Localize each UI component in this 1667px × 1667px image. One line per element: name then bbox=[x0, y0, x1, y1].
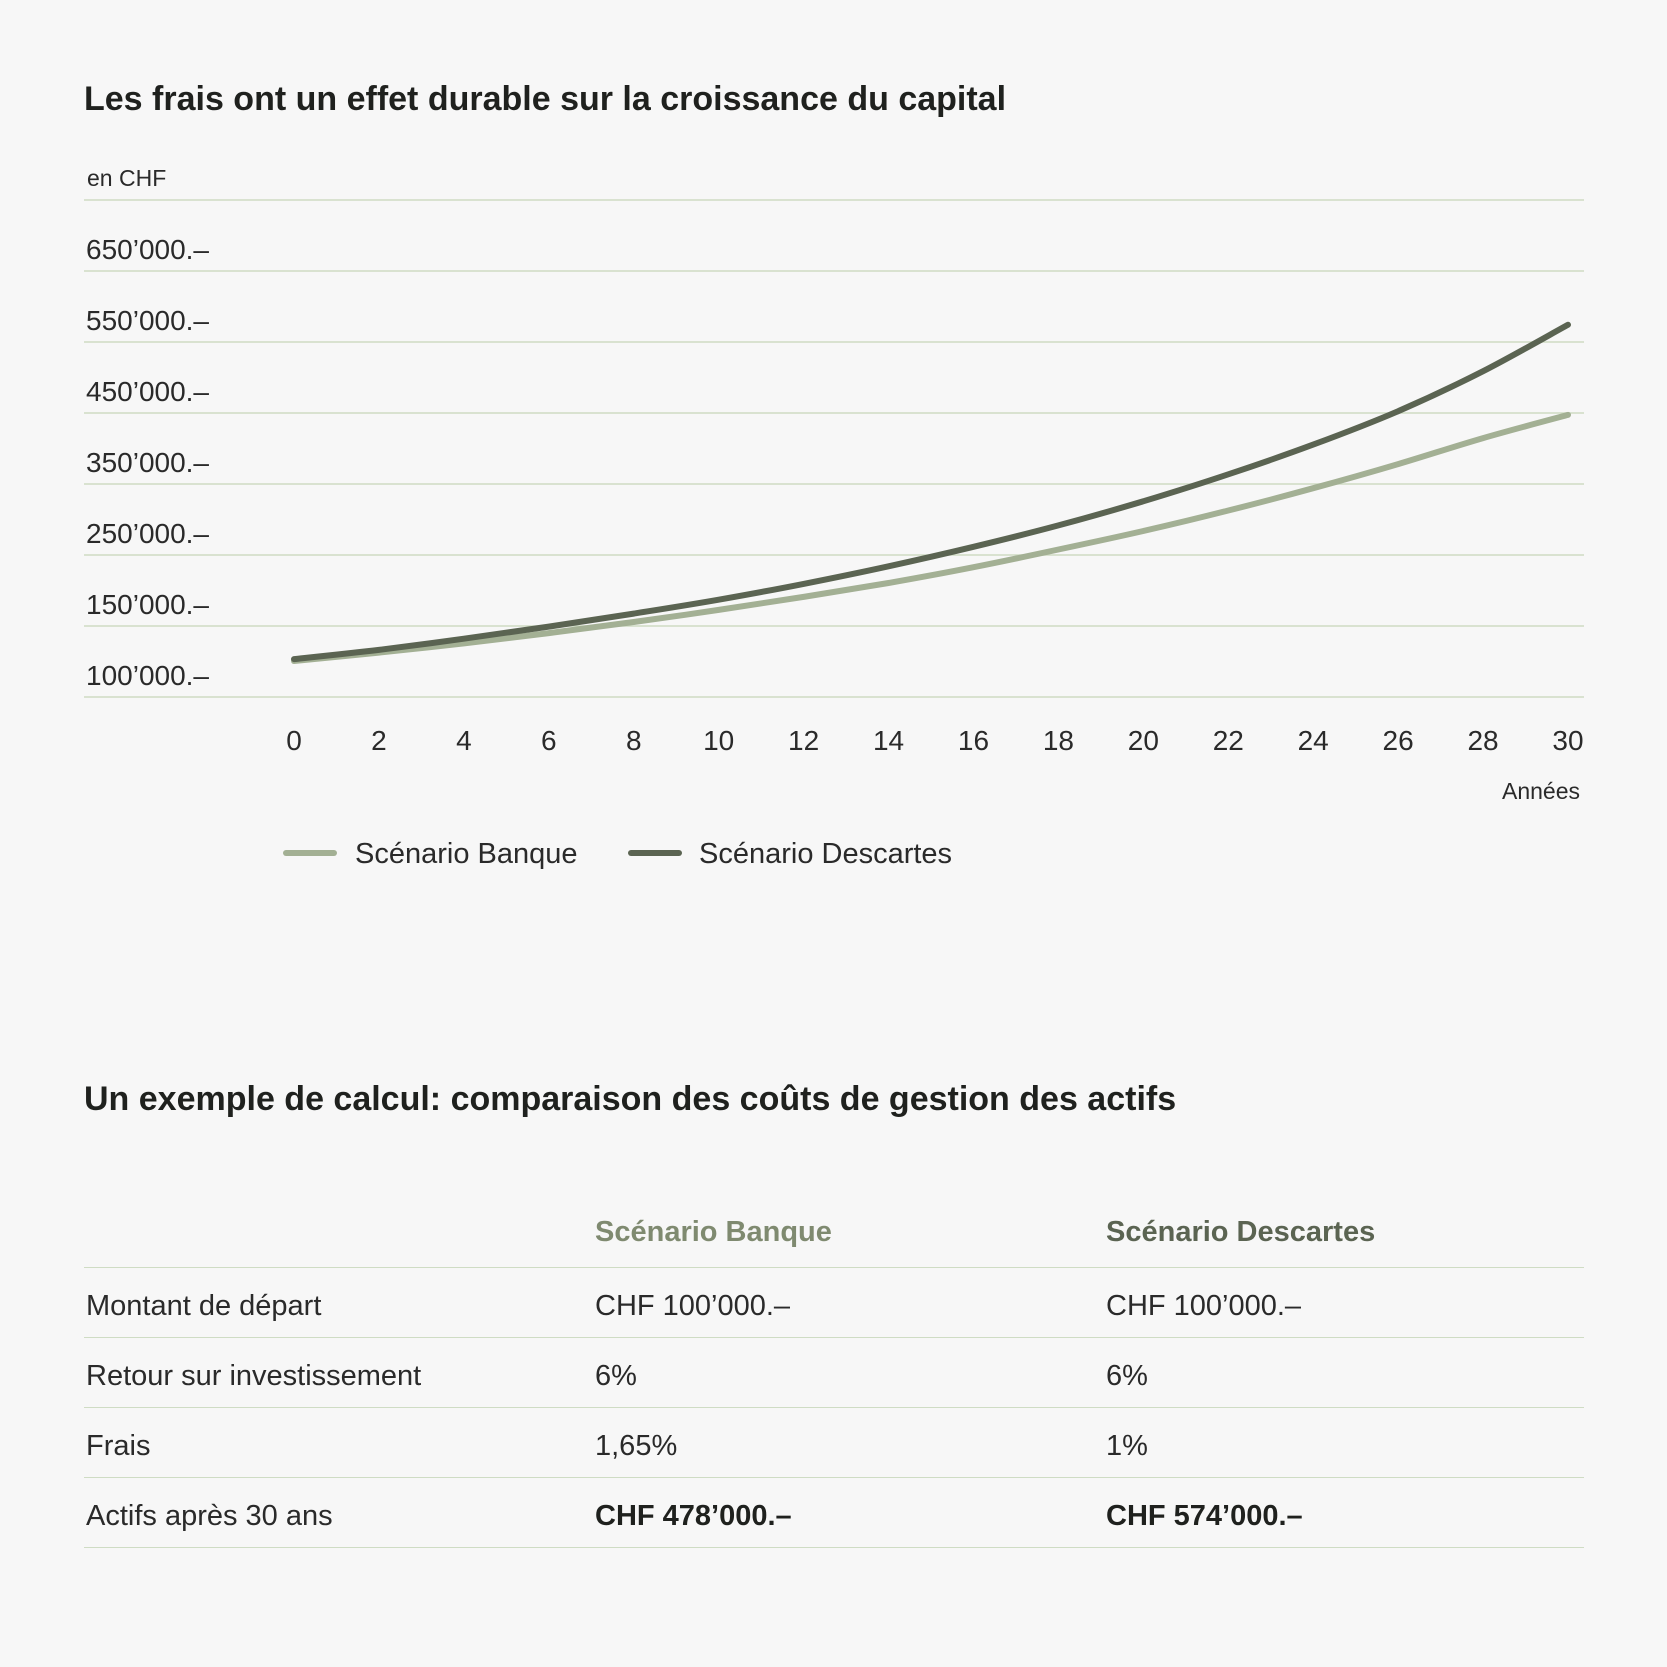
chart-title: Les frais ont un effet durable sur la cr… bbox=[84, 80, 1007, 118]
descartes-value: 1% bbox=[1106, 1430, 1148, 1462]
x-tick-label: 26 bbox=[1383, 725, 1414, 756]
banque-value: 1,65% bbox=[595, 1430, 678, 1462]
table-header-row: Scénario Banque Scénario Descartes bbox=[84, 1190, 1584, 1268]
x-tick-labels: 0 2 4 6 8 10 12 14 16 18 20 22 24 26 28 30 bbox=[286, 725, 1583, 756]
row-label: Montant de départ bbox=[86, 1290, 322, 1322]
x-tick-label: 12 bbox=[788, 725, 819, 756]
descartes-value: CHF 574’000.– bbox=[1106, 1500, 1303, 1532]
y-tick-label: 450’000.– bbox=[86, 376, 209, 407]
y-tick-label: 250’000.– bbox=[86, 518, 209, 549]
descartes-value: 6% bbox=[1106, 1360, 1148, 1392]
table-row: Retour sur investissement 6% 6% bbox=[84, 1338, 1584, 1408]
table-row: Frais 1,65% 1% bbox=[84, 1408, 1584, 1478]
y-tick-label: 150’000.– bbox=[86, 589, 209, 620]
banque-value: CHF 100’000.– bbox=[595, 1290, 791, 1322]
growth-chart: en CHF 650’000.– 550’000.– 450’000.– 350’00… bbox=[84, 165, 1584, 870]
descartes-value: CHF 100’000.– bbox=[1106, 1290, 1302, 1322]
row-label: Actifs après 30 ans bbox=[86, 1500, 333, 1532]
table-row: Actifs après 30 ans CHF 478’000.– CHF 57… bbox=[84, 1478, 1584, 1548]
legend-label-descartes: Scénario Descartes bbox=[699, 838, 952, 870]
x-tick-label: 10 bbox=[703, 725, 734, 756]
table-title: Un exemple de calcul: comparaison des co… bbox=[84, 1080, 1177, 1118]
x-tick-label: 8 bbox=[626, 725, 642, 756]
x-tick-label: 28 bbox=[1467, 725, 1498, 756]
header-descartes: Scénario Descartes bbox=[1106, 1216, 1376, 1248]
row-label: Frais bbox=[86, 1430, 151, 1462]
x-tick-label: 24 bbox=[1298, 725, 1329, 756]
table-row: Montant de départ CHF 100’000.– CHF 100’… bbox=[84, 1268, 1584, 1338]
y-tick-label: 350’000.– bbox=[86, 447, 209, 478]
x-tick-label: 14 bbox=[873, 725, 904, 756]
legend: Scénario Banque Scénario Descartes bbox=[283, 838, 952, 870]
header-banque: Scénario Banque bbox=[595, 1216, 832, 1248]
y-tick-label: 650’000.– bbox=[86, 234, 209, 265]
grid-lines bbox=[84, 199, 1584, 698]
x-tick-label: 18 bbox=[1043, 725, 1074, 756]
banque-value: 6% bbox=[595, 1360, 637, 1392]
x-tick-label: 6 bbox=[541, 725, 557, 756]
legend-label-banque: Scénario Banque bbox=[355, 838, 578, 870]
x-tick-label: 4 bbox=[456, 725, 472, 756]
row-label: Retour sur investissement bbox=[86, 1360, 422, 1392]
series-line-descartes bbox=[291, 321, 1571, 663]
comparison-table: Scénario Banque Scénario Descartes Monta… bbox=[84, 1190, 1584, 1548]
x-tick-label: 2 bbox=[371, 725, 387, 756]
x-tick-label: 22 bbox=[1213, 725, 1244, 756]
x-tick-label: 0 bbox=[286, 725, 302, 756]
x-axis-label: Années bbox=[1502, 778, 1580, 804]
y-tick-label: 550’000.– bbox=[86, 305, 209, 336]
banque-value: CHF 478’000.– bbox=[595, 1500, 792, 1532]
series-line-banque bbox=[291, 411, 1571, 664]
x-tick-label: 30 bbox=[1552, 725, 1583, 756]
x-tick-label: 20 bbox=[1128, 725, 1159, 756]
y-axis-unit-label: en CHF bbox=[87, 165, 166, 191]
x-tick-label: 16 bbox=[958, 725, 989, 756]
y-tick-labels: 650’000.– 550’000.– 450’000.– 350’000.– 250’… bbox=[86, 234, 209, 691]
y-tick-label: 100’000.– bbox=[86, 660, 209, 691]
series-lines bbox=[291, 321, 1571, 664]
